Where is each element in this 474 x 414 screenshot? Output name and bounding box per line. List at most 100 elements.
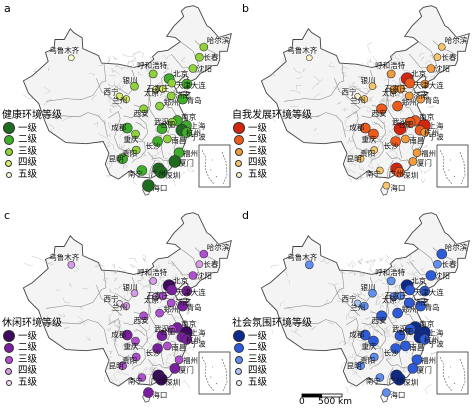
legend-label: 四级	[18, 365, 38, 377]
city-label: 海口	[152, 183, 167, 193]
city-label: 太原	[144, 88, 159, 98]
legend-item: 二级	[2, 342, 62, 354]
city-label: 青岛	[425, 95, 440, 105]
city-label: 天津	[176, 81, 191, 90]
city-label: 武汉	[392, 324, 407, 334]
city-label: 深圳	[165, 377, 180, 387]
city-marker	[188, 271, 198, 280]
city-label: 合肥	[398, 119, 413, 129]
city-label: 济南	[175, 297, 190, 307]
legend-swatch	[2, 122, 15, 135]
city-marker	[382, 388, 391, 397]
city-marker	[195, 260, 204, 269]
city-marker	[389, 292, 399, 301]
province-boundary	[361, 113, 386, 141]
city-label: 厦门	[179, 158, 194, 167]
city-label: 深圳	[165, 170, 180, 180]
province-boundary	[352, 277, 375, 302]
province-boundary	[108, 111, 134, 159]
city-label: 深圳	[403, 377, 418, 387]
city-marker	[419, 285, 431, 297]
inset-frame	[198, 144, 231, 188]
city-label: 南宁	[128, 376, 143, 386]
province-boundary	[346, 111, 372, 159]
city-marker	[166, 284, 178, 296]
city-label: 太原	[382, 88, 397, 98]
city-label: 长春	[203, 52, 218, 62]
city-label: 乌鲁木齐	[287, 45, 317, 55]
city-label: 重庆	[124, 341, 139, 351]
city-marker	[122, 95, 131, 103]
city-marker	[67, 260, 76, 269]
legend-label: 四级	[18, 157, 38, 169]
city-label: 昆明	[347, 155, 362, 164]
city-label: 南宁	[128, 169, 143, 179]
city-label: 青岛	[187, 95, 202, 105]
city-label: 贵阳	[360, 355, 375, 365]
city-marker	[433, 259, 442, 269]
inset-frame	[436, 144, 469, 188]
city-label: 南昌	[171, 342, 186, 352]
legend-item: 二级	[2, 134, 62, 146]
city-label: 合肥	[160, 326, 175, 336]
city-marker	[412, 148, 422, 158]
city-marker	[360, 122, 371, 134]
province-boundary	[108, 318, 134, 366]
city-marker	[199, 42, 209, 52]
province-boundary	[148, 306, 177, 341]
city-label: 兰州	[350, 95, 365, 105]
legend-swatch	[235, 171, 242, 178]
city-label: 南京	[181, 112, 196, 122]
city-label: 宁波	[429, 131, 444, 141]
city-marker	[426, 64, 436, 73]
city-label: 石家庄	[385, 83, 408, 93]
city-label: 郑州	[164, 97, 179, 107]
city-marker	[376, 310, 387, 322]
legend-item: 四级	[2, 365, 62, 377]
city-marker	[143, 387, 154, 398]
city-marker	[195, 52, 204, 62]
city-label: 杭州	[186, 127, 201, 137]
city-marker	[382, 181, 391, 190]
city-label: 宁波	[429, 338, 444, 348]
city-label: 兰州	[350, 302, 365, 312]
city-label: 北京	[411, 69, 426, 79]
province-boundary	[149, 160, 156, 178]
city-marker	[368, 82, 377, 90]
city-marker	[116, 300, 123, 307]
city-marker	[415, 300, 426, 312]
province-boundary	[114, 70, 137, 95]
city-label: 青岛	[425, 302, 440, 312]
city-label: 厦门	[417, 365, 432, 374]
province-boundary	[170, 248, 199, 281]
city-marker	[181, 285, 193, 297]
province-boundary	[373, 328, 384, 336]
city-marker	[306, 54, 313, 62]
city-label: 广州	[151, 168, 166, 178]
province-boundary	[346, 318, 372, 366]
city-marker	[130, 81, 139, 91]
province-boundary	[43, 112, 108, 138]
city-label: 哈尔滨	[445, 35, 468, 45]
city-marker	[167, 78, 177, 88]
city-label: 南昌	[409, 342, 424, 352]
city-label: 西安	[372, 108, 387, 118]
legend-swatch	[235, 367, 242, 375]
city-marker	[177, 300, 188, 312]
city-label: 长春	[203, 259, 218, 269]
city-marker	[408, 157, 418, 166]
province-boundary	[408, 248, 437, 281]
city-marker	[136, 165, 148, 176]
city-label: 成都	[111, 122, 126, 132]
city-marker	[353, 299, 362, 308]
city-marker	[139, 104, 148, 114]
china-outline	[260, 5, 470, 180]
city-label: 广州	[151, 375, 166, 385]
city-label: 沈阳	[435, 64, 450, 74]
legend-label: 三级	[18, 145, 38, 157]
city-marker	[115, 92, 124, 101]
scale-bar-fill	[302, 394, 322, 397]
city-marker	[181, 334, 193, 345]
legend-item: 三级	[2, 146, 62, 158]
